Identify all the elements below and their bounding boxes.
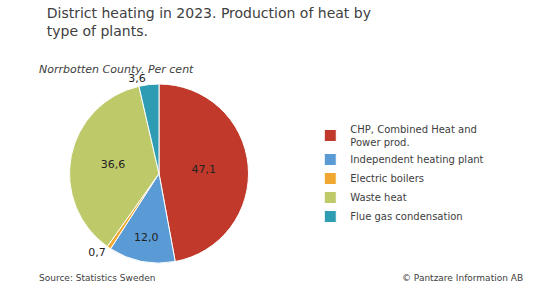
svg-text:47,1: 47,1 [191, 163, 216, 176]
svg-text:Waste heat: Waste heat [350, 192, 406, 203]
svg-text:12,0: 12,0 [134, 231, 159, 244]
svg-text:CHP, Combined Heat andPower pr: CHP, Combined Heat andPower prod. [350, 124, 477, 148]
svg-text:3,6: 3,6 [128, 72, 146, 85]
svg-text:Independent heating plant: Independent heating plant [350, 154, 483, 165]
svg-text:Electric boilers: Electric boilers [350, 173, 424, 184]
svg-text:District heating in 2023. Prod: District heating in 2023. Production of … [47, 5, 371, 39]
svg-text:Source: Statistics Sweden: Source: Statistics Sweden [39, 273, 155, 283]
svg-text:0,7: 0,7 [88, 246, 106, 259]
svg-text:Flue gas condensation: Flue gas condensation [350, 211, 462, 222]
svg-text:36,6: 36,6 [101, 158, 126, 171]
svg-text:© Pantzare Information AB: © Pantzare Information AB [402, 273, 523, 283]
svg-text:Norrbotten County. Per cent: Norrbotten County. Per cent [39, 63, 194, 76]
